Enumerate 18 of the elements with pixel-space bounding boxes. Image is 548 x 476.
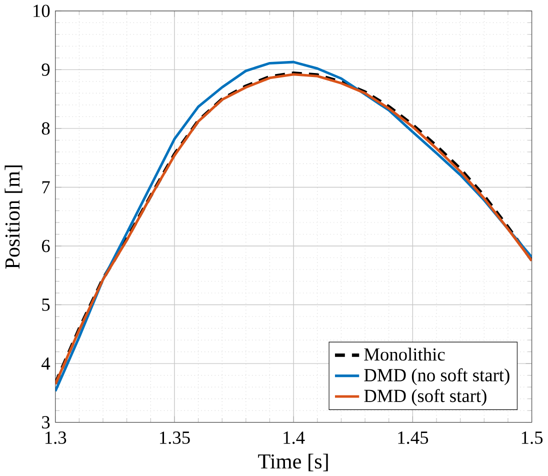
y-tick-label: 10: [34, 4, 50, 18]
y-axis-title: Position [m]: [4, 165, 22, 269]
x-tick-label: 1.35: [160, 432, 190, 444]
x-tick-label: 1.45: [398, 432, 428, 444]
y-tick-label: 5: [42, 298, 50, 311]
y-tick-label: 4: [42, 358, 50, 370]
legend-label: DMD (soft start): [364, 388, 486, 406]
y-tick-label: 9: [42, 64, 50, 76]
x-tick-label: 1.5: [522, 432, 543, 444]
y-tick-label: 3: [42, 416, 50, 429]
x-tick-label: 1.4: [284, 432, 305, 444]
y-tick-label: 6: [42, 240, 50, 252]
y-tick-label: 8: [42, 122, 50, 135]
x-axis-title: Time [s]: [258, 454, 328, 472]
legend-label: DMD (no soft start): [364, 368, 510, 386]
legend-label: Monolithic: [364, 348, 445, 361]
x-tick-label: 1.3: [45, 432, 66, 444]
y-tick-label: 7: [42, 181, 50, 194]
